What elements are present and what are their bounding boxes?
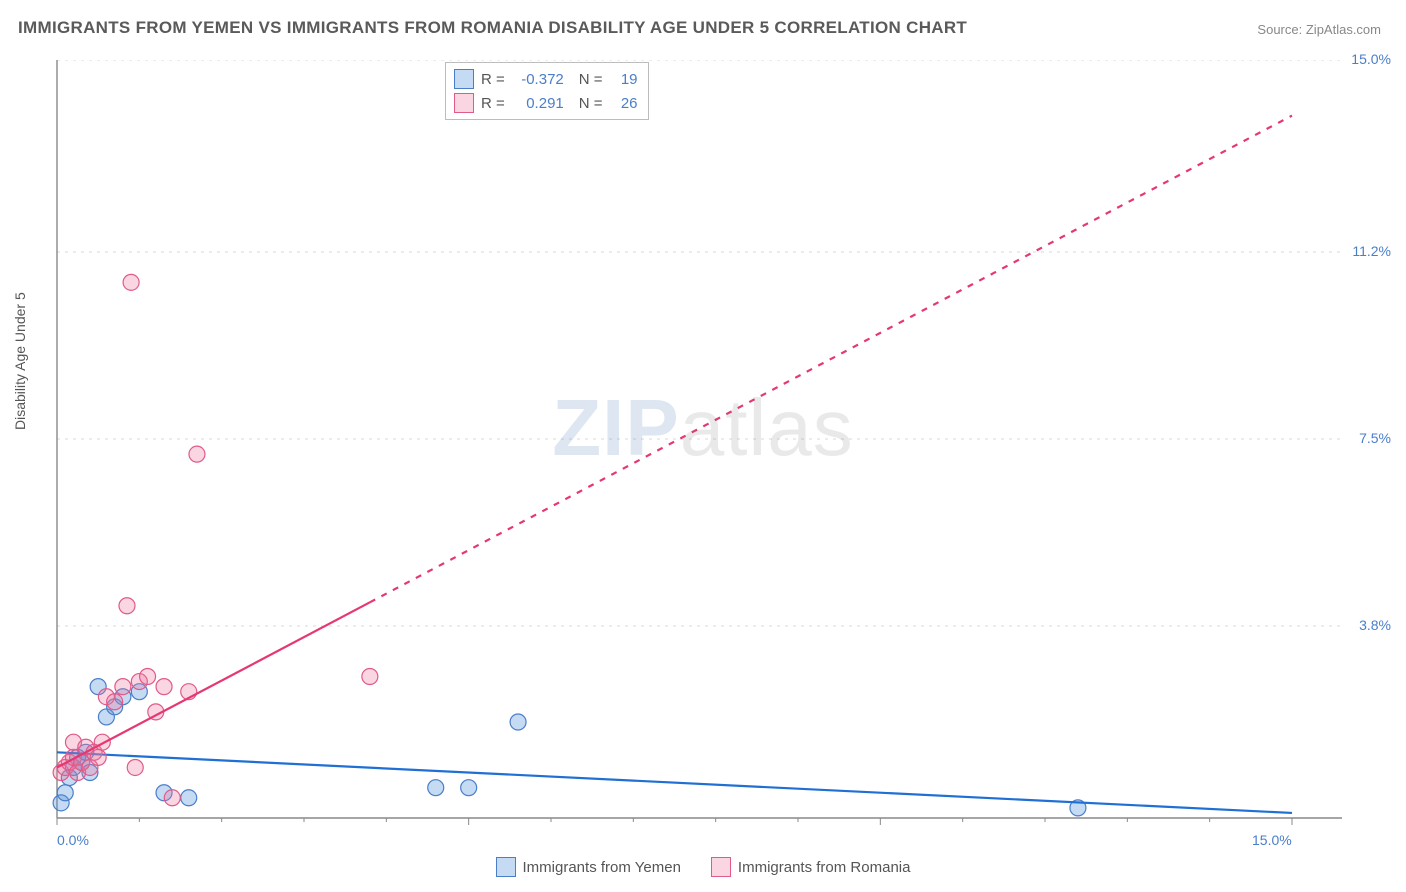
chart-plot-area xyxy=(52,60,1342,835)
x-tick-label: 0.0% xyxy=(57,832,89,848)
n-value: 19 xyxy=(610,71,638,88)
scatter-point xyxy=(119,598,135,614)
legend-item: Immigrants from Yemen xyxy=(496,857,681,877)
n-label: N = xyxy=(579,95,603,112)
y-tick-label: 15.0% xyxy=(1351,51,1391,67)
scatter-point xyxy=(181,790,197,806)
trend-line-dashed xyxy=(370,116,1292,603)
scatter-point xyxy=(362,669,378,685)
legend-item: Immigrants from Romania xyxy=(711,857,911,877)
n-value: 26 xyxy=(610,95,638,112)
source-name: ZipAtlas.com xyxy=(1306,22,1381,37)
legend-swatch xyxy=(454,93,474,113)
scatter-point xyxy=(90,749,106,765)
source-attribution: Source: ZipAtlas.com xyxy=(1257,22,1381,37)
scatter-point xyxy=(57,785,73,801)
y-tick-label: 11.2% xyxy=(1352,243,1391,259)
scatter-point xyxy=(123,274,139,290)
scatter-point xyxy=(156,679,172,695)
y-tick-label: 3.8% xyxy=(1359,617,1391,633)
source-label: Source: xyxy=(1257,22,1302,37)
plot-svg xyxy=(52,60,1342,830)
legend-label: Immigrants from Romania xyxy=(738,859,911,876)
legend-swatch xyxy=(496,857,516,877)
scatter-point xyxy=(461,780,477,796)
scatter-point xyxy=(115,679,131,695)
r-label: R = xyxy=(481,71,505,88)
scatter-point xyxy=(189,446,205,462)
scatter-point xyxy=(428,780,444,796)
r-value: 0.291 xyxy=(512,95,564,112)
scatter-point xyxy=(94,734,110,750)
scatter-point xyxy=(127,759,143,775)
x-tick-label: 15.0% xyxy=(1252,832,1292,848)
legend-swatch xyxy=(711,857,731,877)
chart-title: IMMIGRANTS FROM YEMEN VS IMMIGRANTS FROM… xyxy=(18,18,967,38)
y-axis-label: Disability Age Under 5 xyxy=(12,292,28,430)
correlation-stats-box: R = -0.372 N = 19 R = 0.291 N = 26 xyxy=(445,62,649,120)
bottom-legend: Immigrants from Yemen Immigrants from Rom… xyxy=(0,857,1406,877)
trend-line xyxy=(57,752,1292,813)
r-value: -0.372 xyxy=(512,71,564,88)
stats-row: R = 0.291 N = 26 xyxy=(454,91,638,115)
legend-swatch xyxy=(454,69,474,89)
legend-label: Immigrants from Yemen xyxy=(523,859,681,876)
scatter-point xyxy=(510,714,526,730)
scatter-point xyxy=(164,790,180,806)
y-tick-label: 7.5% xyxy=(1359,430,1391,446)
stats-row: R = -0.372 N = 19 xyxy=(454,67,638,91)
scatter-point xyxy=(107,694,123,710)
r-label: R = xyxy=(481,95,505,112)
scatter-point xyxy=(140,669,156,685)
n-label: N = xyxy=(579,71,603,88)
